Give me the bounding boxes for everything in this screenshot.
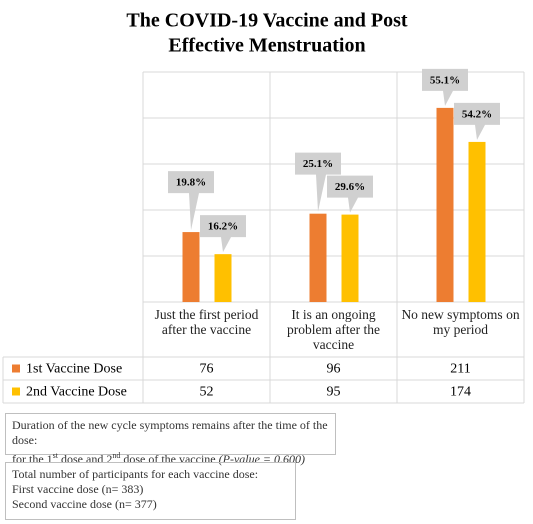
chart-title: Effective Menstruation [168,35,365,57]
data-label: 16.2% [208,221,238,233]
table-value: 174 [450,385,471,400]
bar [182,232,200,302]
data-label: 54.2% [462,108,492,120]
legend-swatch [12,364,20,373]
note-line: Second vaccine dose (n= 377) [12,497,289,512]
table-value: 95 [327,385,341,400]
table-value: 96 [327,362,341,377]
note-line: Duration of the new cycle symptoms remai… [12,418,329,448]
table-value: 52 [200,385,214,400]
bar [341,214,359,302]
data-callout [200,215,246,253]
chart-title: The COVID-19 Vaccine and Post [126,10,407,32]
note: Duration of the new cycle symptoms remai… [5,413,336,466]
bar [214,254,232,302]
data-label: 55.1% [430,74,460,86]
data-callout [168,171,214,231]
note-text: Total number of participants for each va… [12,467,259,481]
note-text: Duration of the new cycle symptoms remai… [12,418,328,447]
data-callout [454,102,500,140]
legend-swatch [12,387,20,396]
data-callout [327,175,373,213]
data-callout [422,68,468,106]
note: Total number of participants for each va… [5,462,296,520]
note-text: nd [112,451,121,460]
legend-label: 2nd Vaccine Dose [26,385,127,400]
data-label: 25.1% [303,158,333,170]
note-text: st [52,451,58,460]
bar [468,141,486,302]
table-value: 211 [450,362,470,377]
bar [436,107,454,302]
bar [309,213,327,302]
note-text: First vaccine dose (n= 383) [12,482,144,496]
x-tick-label: It is an ongoing problem after the vacci… [287,307,380,352]
data-label: 29.6% [335,181,365,193]
note-line: Total number of participants for each va… [12,467,289,482]
x-tick-label: Just the first period after the vaccine [154,307,259,337]
table-value: 76 [200,362,214,377]
legend-label: 1st Vaccine Dose [26,362,122,377]
x-tick-label: No new symptoms on my period [401,307,520,337]
data-callout [295,152,341,212]
note-text: Second vaccine dose (n= 377) [12,497,157,511]
note-line: First vaccine dose (n= 383) [12,482,289,497]
data-label: 19.8% [176,177,206,189]
